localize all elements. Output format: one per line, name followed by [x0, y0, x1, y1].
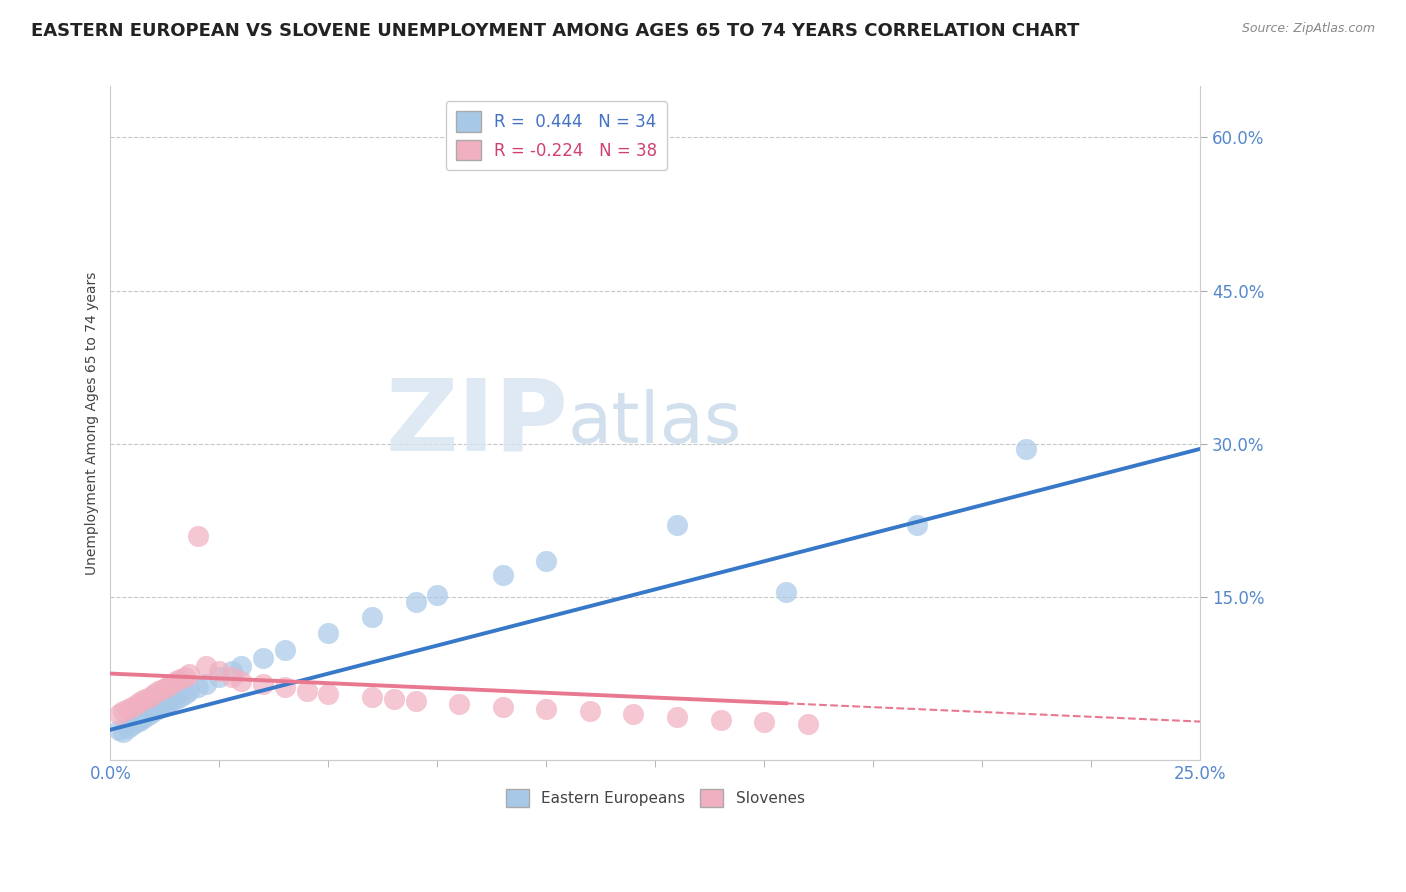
Point	[361, 690, 384, 704]
Point	[117, 721, 139, 735]
Point	[1015, 442, 1038, 456]
Point	[187, 680, 209, 694]
Point	[754, 714, 776, 729]
Point	[274, 643, 297, 657]
Point	[405, 595, 427, 609]
Point	[623, 707, 645, 722]
Point	[108, 707, 131, 722]
Point	[318, 625, 340, 640]
Point	[134, 710, 156, 724]
Point	[208, 670, 231, 684]
Point	[121, 700, 143, 714]
Point	[148, 684, 170, 698]
Point	[156, 680, 179, 694]
Point	[152, 681, 174, 696]
Point	[117, 702, 139, 716]
Point	[134, 692, 156, 706]
Point	[177, 666, 200, 681]
Point	[112, 724, 135, 739]
Point	[165, 692, 187, 706]
Point	[426, 588, 449, 602]
Point	[579, 704, 602, 718]
Point	[177, 684, 200, 698]
Point	[125, 697, 148, 711]
Point	[143, 704, 166, 718]
Point	[492, 700, 515, 714]
Point	[195, 659, 218, 673]
Point	[160, 694, 183, 708]
Point	[169, 672, 191, 686]
Point	[195, 677, 218, 691]
Point	[666, 518, 689, 533]
Point	[143, 687, 166, 701]
Point	[252, 677, 274, 691]
Point	[112, 704, 135, 718]
Point	[121, 717, 143, 731]
Point	[160, 677, 183, 691]
Point	[187, 529, 209, 543]
Point	[710, 713, 733, 727]
Point	[536, 554, 558, 568]
Point	[125, 714, 148, 729]
Point	[797, 716, 820, 731]
Point	[905, 518, 928, 533]
Point	[156, 697, 179, 711]
Point	[361, 610, 384, 624]
Point	[173, 670, 195, 684]
Point	[165, 673, 187, 688]
Point	[108, 723, 131, 737]
Point	[138, 707, 160, 722]
Point	[666, 710, 689, 724]
Point	[382, 692, 405, 706]
Point	[221, 670, 243, 684]
Point	[274, 680, 297, 694]
Point	[318, 687, 340, 701]
Point	[252, 651, 274, 665]
Legend: Eastern Europeans, Slovenes: Eastern Europeans, Slovenes	[501, 782, 811, 814]
Point	[536, 702, 558, 716]
Point	[148, 702, 170, 716]
Point	[129, 694, 152, 708]
Point	[449, 697, 471, 711]
Point	[405, 694, 427, 708]
Point	[208, 664, 231, 678]
Point	[129, 713, 152, 727]
Point	[138, 690, 160, 704]
Text: ZIP: ZIP	[385, 375, 568, 472]
Point	[152, 700, 174, 714]
Point	[231, 673, 253, 688]
Text: EASTERN EUROPEAN VS SLOVENE UNEMPLOYMENT AMONG AGES 65 TO 74 YEARS CORRELATION C: EASTERN EUROPEAN VS SLOVENE UNEMPLOYMENT…	[31, 22, 1080, 40]
Point	[169, 690, 191, 704]
Point	[295, 684, 318, 698]
Point	[221, 664, 243, 678]
Y-axis label: Unemployment Among Ages 65 to 74 years: Unemployment Among Ages 65 to 74 years	[86, 272, 100, 575]
Point	[231, 659, 253, 673]
Point	[173, 687, 195, 701]
Point	[492, 567, 515, 582]
Text: Source: ZipAtlas.com: Source: ZipAtlas.com	[1241, 22, 1375, 36]
Text: atlas: atlas	[568, 389, 742, 458]
Point	[775, 585, 797, 599]
